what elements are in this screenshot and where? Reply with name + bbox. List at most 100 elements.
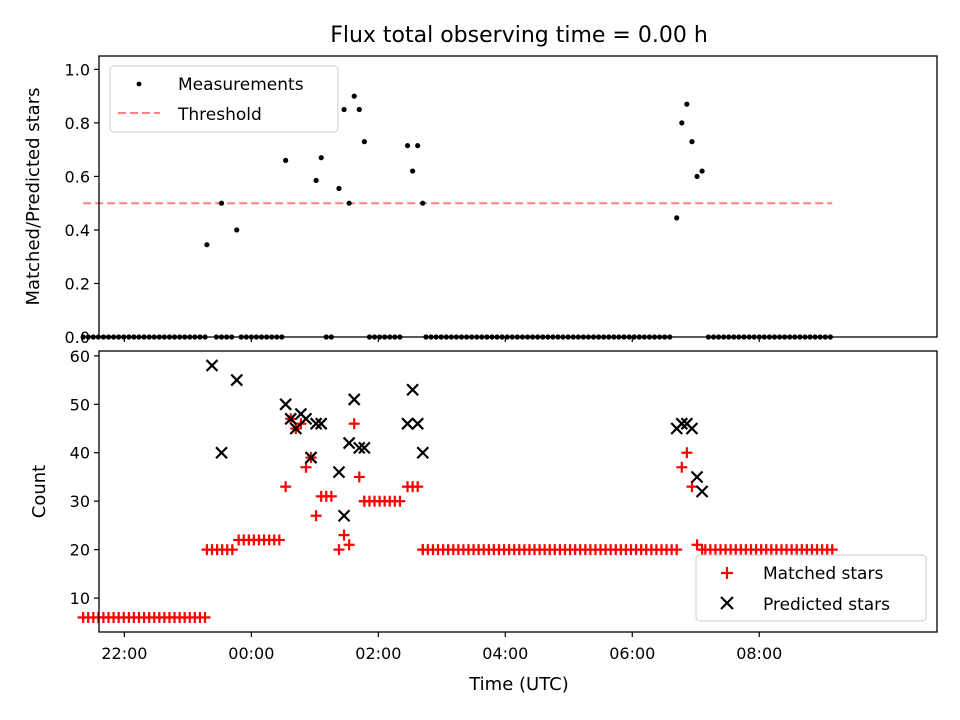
measurement-point <box>699 168 705 174</box>
matched-star-point <box>686 481 698 493</box>
bottom-x-tick-label: 06:00 <box>609 644 655 663</box>
legend-threshold-label: Threshold <box>177 105 262 125</box>
matched-star-point <box>280 481 292 493</box>
bottom-y-tick-label: 30 <box>70 492 90 511</box>
matched-star-point <box>353 471 365 483</box>
predicted-star-point <box>289 422 303 435</box>
figure-title: Flux total observing time = 0.00 h <box>330 23 708 48</box>
bottom-x-tick-label: 08:00 <box>736 644 782 663</box>
predicted-star-point <box>309 417 323 430</box>
predicted-star-point <box>314 417 328 430</box>
top-panel: 0.0 0.2 0.4 0.6 0.8 1.0 Matched/Predicted sta… <box>23 55 938 347</box>
measurement-point <box>204 242 210 248</box>
measurement-point <box>283 157 289 163</box>
matched-star-point <box>826 544 838 556</box>
predicted-star-point <box>279 398 292 411</box>
measurement-point <box>318 155 324 161</box>
bottom-y-tick-label: 50 <box>70 395 90 414</box>
matched-star-point <box>325 490 337 502</box>
matched-star-point <box>696 544 708 556</box>
matched-star-point <box>333 544 345 556</box>
bottom-y-tick-label: 10 <box>70 589 90 608</box>
measurement-point <box>218 200 225 206</box>
matched-star-point <box>691 539 703 551</box>
bottom-y-tick-label: 60 <box>70 347 90 366</box>
bottom-axes-frame <box>98 350 938 633</box>
bottom-x-tick-label: 04:00 <box>482 644 528 663</box>
predicted-star-point <box>675 417 689 430</box>
legend-predicted-marker <box>720 596 734 610</box>
legend-matched-marker <box>721 567 733 579</box>
matched-star-point <box>310 510 322 522</box>
measurement-point <box>351 93 357 99</box>
top-y-axis-label: Matched/Predicted stars <box>23 88 44 306</box>
predicted-star-point <box>353 441 366 455</box>
matched-star-point <box>681 447 693 459</box>
top-y-tick-label: 0.4 <box>65 221 90 240</box>
measurement-point <box>689 139 695 145</box>
matched-star-point <box>417 544 429 556</box>
predicted-star-point <box>685 422 699 435</box>
matched-star-point <box>676 461 688 473</box>
predicted-star-point <box>406 383 419 397</box>
measurement-point <box>341 106 347 113</box>
bottom-y-axis-label: Count <box>29 465 50 518</box>
matched-star-point <box>348 418 360 430</box>
measurement-point <box>679 120 685 126</box>
measurement-point <box>684 101 690 107</box>
matched-star-point <box>671 544 683 556</box>
matched-star-point <box>343 539 355 551</box>
predicted-star-point <box>401 417 414 430</box>
matched-star-point <box>273 534 285 546</box>
measurement-point <box>85 334 91 340</box>
bottom-y-tick-label: 20 <box>70 541 90 560</box>
predicted-star-point <box>299 412 313 426</box>
predicted-star-point <box>205 359 219 372</box>
top-legend: Measurements Threshold <box>109 65 339 133</box>
predicted-star-point <box>304 451 318 464</box>
legend-matched-label: Matched stars <box>763 564 883 584</box>
bottom-legend: Matched stars Predicted stars <box>695 554 927 622</box>
measurement-point <box>420 200 426 206</box>
matched-star-point <box>412 481 424 493</box>
measurement-point <box>346 200 352 206</box>
measurement-point <box>90 334 96 340</box>
bottom-y-tick-label: 40 <box>70 444 90 463</box>
top-y-tick-label: 0.2 <box>65 274 90 293</box>
top-axes-frame <box>98 55 938 338</box>
bottom-x-axis-label: Time (UTC) <box>468 674 569 695</box>
measurement-point <box>694 173 700 180</box>
measurement-point <box>361 139 367 145</box>
predicted-star-point <box>284 412 298 426</box>
predicted-star-point <box>695 485 709 498</box>
matched-star-point <box>338 529 350 541</box>
matched-star-point <box>394 495 406 507</box>
predicted-star-point <box>411 417 424 430</box>
measurement-point <box>313 177 319 184</box>
bottom-x-tick-label: 00:00 <box>228 644 274 663</box>
predicted-star-point <box>342 436 356 450</box>
legend-predicted-label: Predicted stars <box>763 595 890 615</box>
top-y-tick-label: 1.0 <box>65 60 90 79</box>
bottom-legend-box <box>695 554 927 622</box>
top-y-tick-label: 0.8 <box>65 114 90 133</box>
predicted-star-point <box>332 465 346 479</box>
matched-star-point <box>300 461 312 473</box>
bottom-x-tick-label: 22:00 <box>101 644 147 663</box>
matched-star-point <box>199 611 211 623</box>
measurement-point <box>415 143 421 149</box>
bottom-x-tick-label: 02:00 <box>355 644 401 663</box>
predicted-star-point <box>230 373 244 387</box>
predicted-star-point <box>416 446 430 460</box>
measurement-point <box>234 227 240 233</box>
bottom-x-ticks: 22:00 00:00 02:00 04:00 06:00 08:00 <box>101 632 782 663</box>
predicted-star-point <box>347 393 361 406</box>
measurement-point <box>410 168 416 174</box>
measurement-point <box>674 215 680 221</box>
measurement-point <box>80 334 86 340</box>
measurement-point <box>404 143 411 149</box>
predicted-star-point <box>690 470 704 484</box>
top-y-tick-label: 0.0 <box>65 328 90 347</box>
matched-star-point <box>226 544 238 556</box>
